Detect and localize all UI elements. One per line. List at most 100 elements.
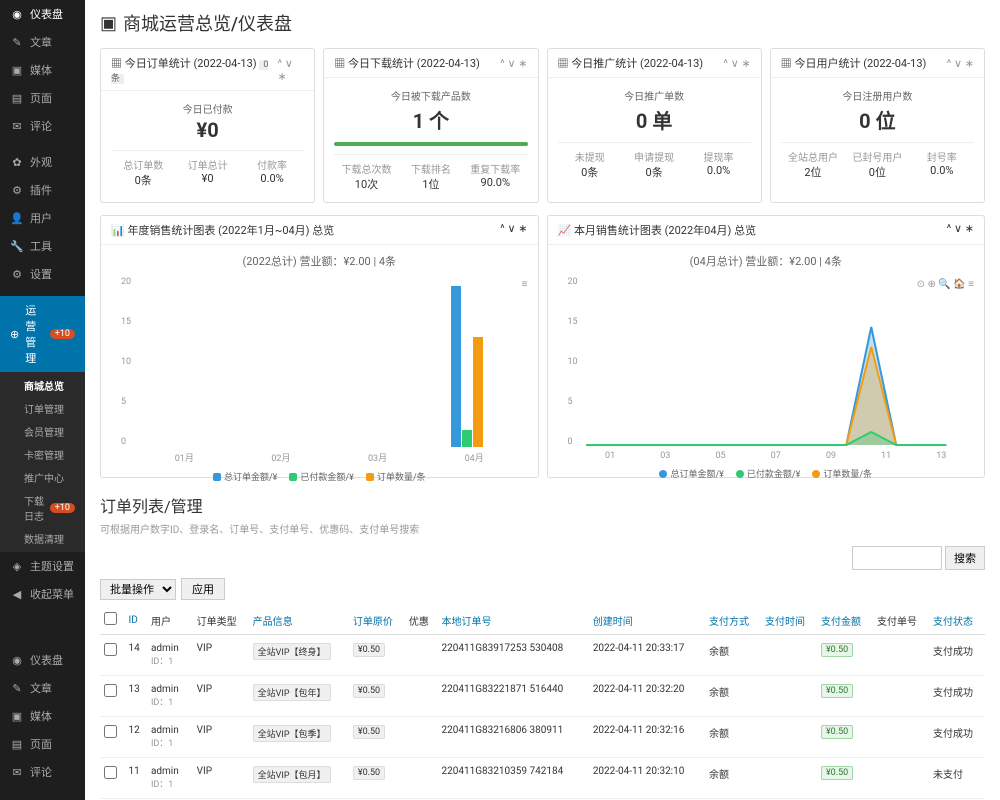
table-row: 13 adminID：1 VIP 全站VIP【包年】 ¥0.50 220411G… [100, 676, 985, 717]
card-stat: 封号率0.0% [910, 149, 974, 180]
row-checkbox[interactable] [104, 766, 117, 779]
menu-icon: ⊕ [10, 328, 19, 341]
table-header[interactable]: 优惠 [405, 606, 438, 635]
product-tag: 全站VIP【包月】 [253, 766, 331, 783]
sidebar-item[interactable]: ✉评论 [0, 758, 85, 786]
bar[interactable] [451, 286, 461, 448]
menu-icon: ◈ [10, 560, 24, 573]
product-tag: 全站VIP【包年】 [253, 684, 331, 701]
sidebar-item[interactable]: ◈主题设置 [0, 552, 85, 580]
sidebar-item[interactable]: ✉评论 [0, 112, 85, 140]
badge: +10 [50, 329, 75, 339]
legend-item[interactable]: 订单数量/条 [812, 467, 872, 480]
legend-item[interactable]: 已付款金额/¥ [736, 467, 800, 480]
sidebar-item[interactable]: 👤用户 [0, 204, 85, 232]
row-checkbox[interactable] [104, 684, 117, 697]
menu-icon: ▤ [10, 92, 24, 105]
bar[interactable] [473, 337, 483, 448]
stat-card: ▦ 今日订单统计 (2022-04-13) 0条^ ∨ ∗ 今日已付款 ¥0 总… [100, 48, 315, 203]
table-header[interactable]: 支付方式 [705, 606, 761, 635]
sidebar-item[interactable]: ▤页面 [0, 84, 85, 112]
sidebar-item[interactable]: 🔧工具 [0, 232, 85, 260]
legend-item[interactable]: 总订单金额/¥ [659, 467, 723, 480]
table-header[interactable]: 支付金额 [817, 606, 873, 635]
apply-button[interactable]: 应用 [181, 578, 225, 600]
sidebar-item[interactable]: ▣媒体 [0, 702, 85, 730]
table-header[interactable]: ID [125, 606, 147, 635]
product-tag: 全站VIP【终身】 [253, 643, 331, 660]
card-header: ▦ 今日推广统计 (2022-04-13) ^ ∨ ∗ [548, 49, 761, 78]
bar[interactable] [462, 430, 472, 447]
table-header-row: ID用户订单类型产品信息订单原价优惠本地订单号创建时间支付方式支付时间支付金额支… [100, 606, 985, 635]
card-controls[interactable]: ^ ∨ ∗ [723, 57, 750, 70]
select-all-checkbox[interactable] [104, 612, 117, 625]
page-title: ▣ 商城运营总览/仪表盘 [100, 10, 985, 36]
table-header[interactable]: 用户 [147, 606, 193, 635]
menu-icon: ✎ [10, 36, 24, 49]
table-header[interactable]: 支付时间 [761, 606, 817, 635]
sidebar-sub-item[interactable]: 卡密管理 [0, 443, 85, 466]
sidebar-sub-item[interactable]: 数据清理 [0, 527, 85, 550]
sidebar-item[interactable]: ▤页面 [0, 730, 85, 758]
sidebar-item[interactable]: ✿外观 [0, 794, 85, 800]
sidebar-item[interactable]: ◉仪表盘 [0, 0, 85, 28]
search-input[interactable] [852, 546, 942, 570]
chart-subtitle: (2022总计) 营业额：¥2.00 | 4条 [101, 245, 538, 277]
card-stat: 付款率0.0% [240, 157, 304, 188]
table-header[interactable]: 创建时间 [589, 606, 705, 635]
search-button[interactable]: 搜索 [945, 546, 985, 570]
card-stat: 已封号用户0位 [845, 149, 909, 180]
chart-header: 📊 年度销售统计图表 (2022年1月~04月) 总览 ^ ∨ ∗ [101, 216, 538, 245]
sidebar-item[interactable]: ✎文章 [0, 674, 85, 702]
card-controls[interactable]: ^ ∨ ∗ [947, 57, 974, 70]
sidebar-item[interactable]: ⚙插件 [0, 176, 85, 204]
sidebar-sub-item[interactable]: 商城总览 [0, 374, 85, 397]
table-header[interactable]: 本地订单号 [438, 606, 589, 635]
card-header: ▦ 今日订单统计 (2022-04-13) 0条^ ∨ ∗ [101, 49, 314, 91]
chart-icon: 📊 [111, 224, 125, 237]
row-checkbox[interactable] [104, 725, 117, 738]
sidebar-sub-item[interactable]: 推广中心 [0, 466, 85, 489]
table-header[interactable]: 产品信息 [249, 606, 349, 635]
sidebar: ◉仪表盘✎文章▣媒体▤页面✉评论✿外观⚙插件👤用户🔧工具⚙设置⊕运营管理+10商… [0, 0, 85, 800]
menu-icon: ◉ [10, 654, 24, 667]
sidebar-sub-item[interactable]: 订单管理 [0, 397, 85, 420]
table-header[interactable]: 支付单号 [873, 606, 929, 635]
batch-select[interactable]: 批量操作 [100, 579, 176, 600]
card-stat: 下载排名1位 [399, 161, 463, 192]
chart-toolbar[interactable]: ≡ [522, 279, 528, 290]
card-controls[interactable]: ^ ∨ ∗ [278, 57, 305, 83]
sidebar-item[interactable]: ▣媒体 [0, 56, 85, 84]
panel-controls[interactable]: ^ ∨ ∗ [500, 222, 527, 238]
sidebar-item[interactable]: ✎文章 [0, 28, 85, 56]
batch-row: 批量操作 应用 [100, 578, 985, 600]
main-content: ▣ 商城运营总览/仪表盘 ▦ 今日订单统计 (2022-04-13) 0条^ ∨… [85, 0, 1000, 800]
card-controls[interactable]: ^ ∨ ∗ [500, 57, 527, 70]
page-title-text: 商城运营总览/仪表盘 [123, 10, 292, 36]
table-header[interactable]: 订单类型 [193, 606, 249, 635]
amount-tag: ¥0.50 [821, 725, 853, 739]
sidebar-item[interactable]: ◀收起菜单 [0, 580, 85, 608]
sidebar-item[interactable]: ⚙设置 [0, 260, 85, 288]
sidebar-sub-item[interactable]: 下载日志+10 [0, 489, 85, 527]
chart-header: 📈 本月销售统计图表 (2022年04月) 总览 ^ ∨ ∗ [548, 216, 985, 245]
row-checkbox[interactable] [104, 643, 117, 656]
sidebar-sub-item[interactable]: 会员管理 [0, 420, 85, 443]
card-stat: 下载总次数10次 [334, 161, 398, 192]
legend-item[interactable]: 订单数量/条 [366, 470, 426, 483]
bars-container [126, 277, 513, 447]
table-header[interactable]: 支付状态 [929, 606, 985, 635]
sidebar-item-active[interactable]: ⊕运营管理+10 [0, 296, 85, 372]
table-header[interactable]: 订单原价 [349, 606, 405, 635]
sidebar-item[interactable]: ◉仪表盘 [0, 646, 85, 674]
table-row: 11 adminID：1 VIP 全站VIP【包月】 ¥0.50 220411G… [100, 758, 985, 799]
charts-row: 📊 年度销售统计图表 (2022年1月~04月) 总览 ^ ∨ ∗ (2022总… [100, 215, 985, 478]
stat-card: ▦ 今日下载统计 (2022-04-13) ^ ∨ ∗ 今日被下载产品数 1 个… [323, 48, 538, 203]
card-stat: 重复下载率90.0% [463, 161, 527, 192]
legend-item[interactable]: 已付款金额/¥ [289, 470, 353, 483]
chart-subtitle: (04月总计) 营业额：¥2.00 | 4条 [548, 245, 985, 277]
amount-tag: ¥0.50 [821, 643, 853, 657]
panel-controls[interactable]: ^ ∨ ∗ [947, 222, 974, 238]
legend-item[interactable]: 总订单金额/¥ [213, 470, 277, 483]
sidebar-item[interactable]: ✿外观 [0, 148, 85, 176]
